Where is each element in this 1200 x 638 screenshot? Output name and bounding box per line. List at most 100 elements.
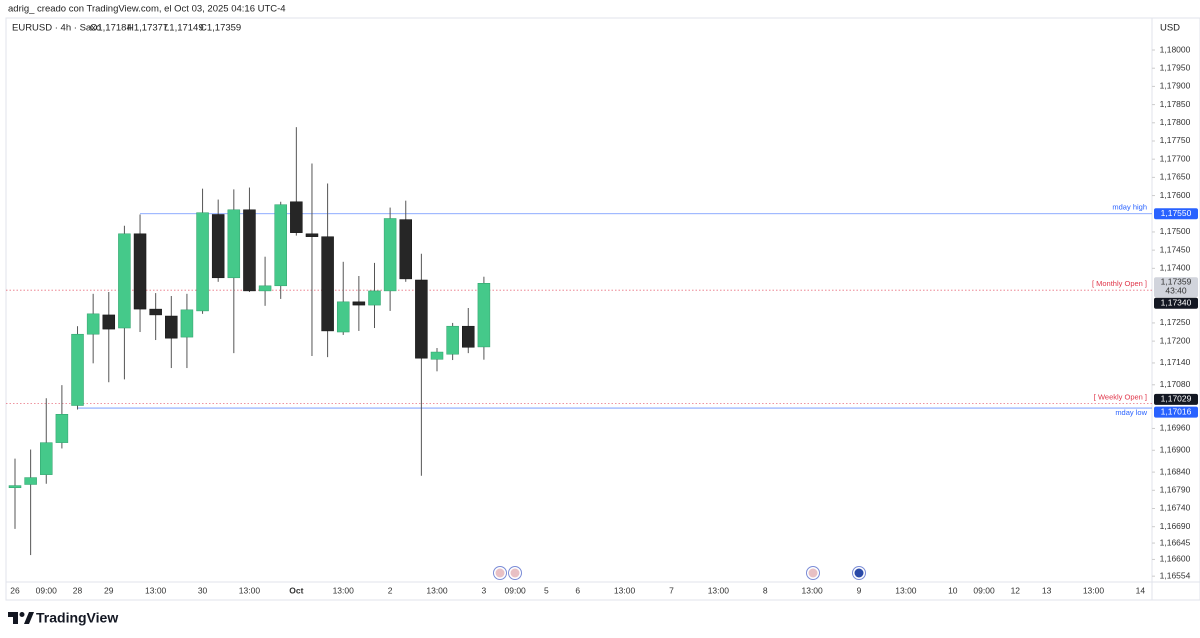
x-tick-label: 6	[575, 585, 580, 595]
candle-body	[321, 236, 334, 332]
y-tick-label: 1,17700	[1160, 153, 1191, 163]
logo: TradingView	[8, 610, 118, 626]
candle-body	[477, 283, 491, 348]
candle-body	[118, 233, 131, 329]
ohlc-close: C1,17359	[200, 23, 241, 34]
candle-body	[243, 209, 256, 292]
candle-body	[149, 308, 162, 316]
level-price-box	[1154, 393, 1198, 405]
candle-body	[352, 301, 366, 306]
level-price-label: 1,17029	[1161, 394, 1192, 404]
candle-body	[368, 290, 381, 306]
y-tick-label: 1,17650	[1160, 172, 1191, 182]
candle-body	[165, 315, 178, 339]
candle-body	[336, 301, 350, 333]
x-tick-label: 30	[198, 585, 208, 595]
y-tick-label: 1,17850	[1160, 99, 1191, 109]
countdown: 43:40	[1165, 286, 1187, 296]
logo-mark	[8, 612, 18, 624]
x-tick-label: 13:00	[145, 585, 167, 595]
event-icon-inner	[808, 568, 818, 578]
level-price-box	[1154, 406, 1198, 418]
currency: USD	[1160, 23, 1180, 34]
y-tick-label: 1,17400	[1160, 263, 1191, 273]
x-tick-label: 13:00	[895, 585, 917, 595]
candle-body	[290, 201, 303, 233]
y-tick-label: 1,17450	[1160, 244, 1191, 254]
y-tick-label: 1,17500	[1160, 226, 1191, 236]
candle-body	[71, 333, 84, 406]
x-tick-label: 12	[1011, 585, 1021, 595]
last-price-box	[1154, 277, 1198, 298]
level-price-box	[1154, 297, 1198, 309]
ohlc-low: L1,17149	[164, 23, 204, 34]
candle-body	[305, 233, 319, 237]
x-tick-label: 8	[763, 585, 768, 595]
x-tick-label: 28	[73, 585, 83, 595]
x-tick-label: 13:00	[239, 585, 261, 595]
event-icon-inner	[854, 568, 864, 578]
event-icons[interactable]	[493, 566, 866, 580]
y-tick-label: 1,16840	[1160, 466, 1191, 476]
level-price-label: 1,17016	[1161, 406, 1192, 416]
level-price-label: 1,17340	[1161, 298, 1192, 308]
y-tick-label: 1,16790	[1160, 485, 1191, 495]
y-tick-label: 1,16600	[1160, 554, 1191, 564]
x-tick-label: 5	[544, 585, 549, 595]
x-tick-label: 09:00	[973, 585, 995, 595]
level-price-label: 1,17550	[1161, 208, 1192, 218]
y-tick-label: 1,18000	[1160, 44, 1191, 54]
candle-body	[383, 218, 397, 292]
x-tick-label: 2	[388, 585, 393, 595]
candle-body	[180, 309, 194, 338]
x-tick-label: 10	[948, 585, 958, 595]
last-price-label: 1,17359	[1161, 277, 1192, 287]
candle-body	[274, 204, 287, 287]
level-name: mday low	[1115, 408, 1147, 417]
x-tick-label: 9	[857, 585, 862, 595]
y-tick-label: 1,17140	[1160, 357, 1191, 367]
candle-body	[446, 325, 459, 355]
candle-body	[227, 209, 241, 279]
symbol: EURUSD · 4h · Saxo	[12, 23, 101, 34]
candle-body	[415, 279, 428, 359]
candle-body	[258, 285, 272, 292]
candle-body	[196, 212, 209, 312]
x-tick-label: 13:00	[708, 585, 730, 595]
x-tick-label: 3	[482, 585, 487, 595]
x-tick-label: 7	[669, 585, 674, 595]
x-tick-label: 26	[10, 585, 20, 595]
x-tick-label: 09:00	[36, 585, 58, 595]
author-line: adrig_ creado con TradingView.com, el Oc…	[8, 4, 286, 15]
y-tick-label: 1,17250	[1160, 317, 1191, 327]
y-tick-label: 1,16690	[1160, 521, 1191, 531]
x-tick-label: 13:00	[1083, 585, 1105, 595]
y-tick-label: 1,16960	[1160, 423, 1191, 433]
candle-body	[55, 414, 69, 443]
x-tick-label: Oct	[289, 585, 303, 595]
y-tick-label: 1,16900	[1160, 445, 1191, 455]
candle-body	[399, 219, 412, 280]
y-tick-label: 1,16645	[1160, 537, 1191, 547]
x-tick-label: 13:00	[801, 585, 823, 595]
candle-body	[430, 351, 444, 360]
candle-body	[102, 314, 116, 330]
x-tick-label: 14	[1136, 585, 1146, 595]
logo-dot	[19, 612, 25, 617]
levels	[6, 213, 1152, 409]
x-tick-label: 13:00	[333, 585, 355, 595]
candle-body	[211, 214, 225, 279]
y-tick-label: 1,17750	[1160, 135, 1191, 145]
y-tick-label: 1,17200	[1160, 335, 1191, 345]
event-icon-inner	[495, 568, 505, 578]
level-name: [ Monthly Open ]	[1092, 279, 1147, 288]
y-tick-label: 1,17800	[1160, 117, 1191, 127]
event-icon-inner	[510, 568, 520, 578]
y-tick-label: 1,17600	[1160, 190, 1191, 200]
logo-mark	[24, 612, 34, 624]
x-tick-label: 13	[1042, 585, 1052, 595]
x-tick-label: 09:00	[505, 585, 527, 595]
